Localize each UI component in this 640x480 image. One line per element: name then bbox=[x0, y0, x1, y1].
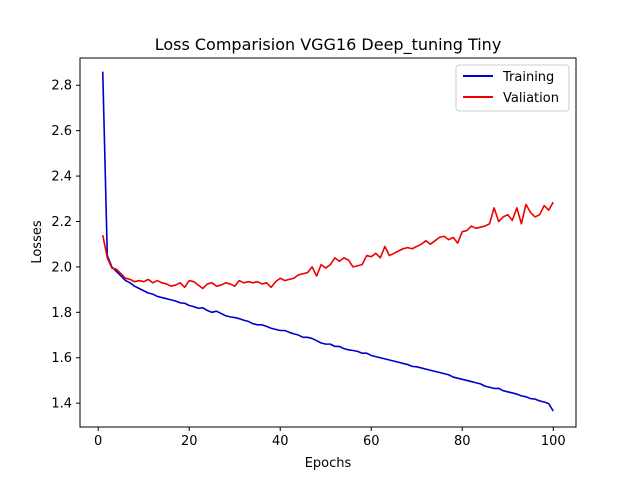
y-axis-label: Losses bbox=[30, 220, 45, 264]
legend-label-validation: Valiation bbox=[503, 91, 559, 106]
x-axis: 0 20 40 60 80 100 bbox=[94, 427, 566, 449]
y-tick-label: 2.4 bbox=[51, 170, 72, 185]
series-line-valiation bbox=[101, 201, 554, 290]
x-tick-label: 0 bbox=[94, 434, 102, 449]
y-tick-label: 1.6 bbox=[51, 351, 72, 366]
y-tick-label: 2.6 bbox=[51, 124, 72, 139]
x-tick-label: 20 bbox=[181, 434, 198, 449]
x-tick-label: 60 bbox=[363, 434, 380, 449]
y-tick-label: 1.8 bbox=[51, 306, 72, 321]
chart-title: Loss Comparision VGG16 Deep_tuning Tiny bbox=[155, 35, 502, 55]
y-tick-label: 2.2 bbox=[51, 215, 72, 230]
legend: Training Valiation bbox=[455, 64, 570, 112]
y-axis: 1.4 1.6 1.8 2.0 2.2 2.4 2.6 2.8 bbox=[51, 79, 80, 412]
plot-frame bbox=[79, 57, 577, 428]
legend-label-training: Training bbox=[502, 70, 554, 85]
y-tick-label: 2.8 bbox=[51, 79, 72, 94]
x-tick-label: 40 bbox=[272, 434, 289, 449]
series-line-training bbox=[101, 71, 554, 412]
y-tick-label: 1.4 bbox=[51, 397, 72, 412]
plot-area bbox=[101, 71, 554, 412]
x-tick-label: 80 bbox=[454, 434, 471, 449]
x-axis-label: Epochs bbox=[305, 456, 352, 471]
y-tick-label: 2.0 bbox=[51, 260, 72, 275]
x-tick-label: 100 bbox=[541, 434, 566, 449]
